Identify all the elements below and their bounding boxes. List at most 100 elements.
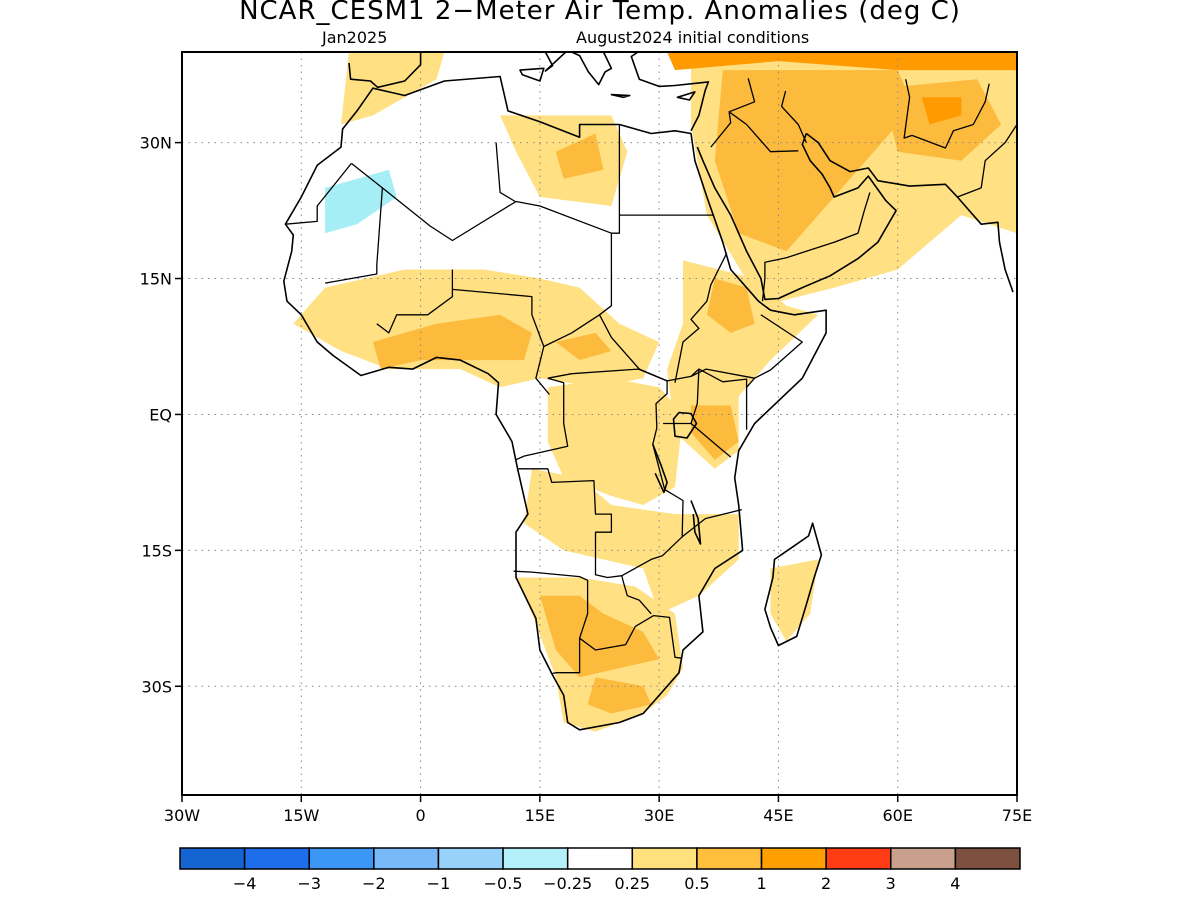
country-border	[674, 252, 728, 383]
country-border	[957, 124, 1017, 198]
country-border	[547, 368, 668, 382]
colorbar-swatch	[760, 847, 827, 870]
map-title: NCAR_CESM1 2−Meter Air Temp. Anomalies (…	[239, 0, 961, 26]
lon-tick-label: 0	[415, 806, 425, 825]
country-border	[324, 187, 384, 284]
anomaly-region	[770, 559, 819, 641]
anomaly-region	[539, 595, 660, 678]
colorbar-label: −0.25	[543, 874, 592, 893]
colorbar-label: −1	[427, 874, 451, 893]
iberia-coastline	[348, 52, 422, 89]
anomaly-region	[341, 52, 445, 125]
colorbar-swatch	[890, 847, 957, 870]
anomaly-shading	[293, 52, 1017, 732]
country-border	[833, 192, 871, 243]
colorbar-label: −2	[362, 874, 386, 893]
lat-tick-label: EQ	[149, 405, 172, 424]
arabia-coastline	[696, 133, 897, 301]
country-border	[903, 79, 990, 149]
colorbar-swatch	[179, 847, 246, 870]
init-conditions-label: August2024 initial conditions	[576, 28, 810, 47]
country-border	[728, 111, 799, 153]
lon-tick-label: 15E	[525, 806, 555, 825]
country-border	[611, 124, 621, 234]
country-border	[780, 90, 807, 143]
colorbar-swatch	[825, 847, 892, 870]
anomaly-region	[714, 70, 914, 252]
anomaly-region	[555, 332, 612, 361]
island-coastline	[1055, 327, 1071, 361]
iran-pakistan-coastline	[805, 132, 1014, 293]
colorbar-swatch	[954, 847, 1021, 870]
country-border	[690, 368, 700, 424]
island-coastline	[610, 93, 631, 99]
colorbar-label: 3	[886, 874, 896, 893]
greece-italy-coastline	[544, 52, 613, 86]
lon-tick-label: 30W	[164, 806, 200, 825]
coastlines	[282, 52, 1071, 731]
anomaly-region	[547, 378, 683, 505]
anomaly-region	[555, 133, 604, 179]
colorbar-swatch	[631, 847, 698, 870]
island-coastline	[519, 67, 545, 82]
anomaly-region	[667, 52, 1017, 71]
colorbar-label: −0.5	[484, 874, 523, 893]
country-border	[452, 288, 550, 395]
country-border	[515, 377, 569, 461]
anomaly-region	[706, 278, 755, 333]
lon-tick-label: 45E	[763, 806, 793, 825]
lon-tick-label: 75E	[1002, 806, 1032, 825]
colorbar-swatch	[243, 847, 310, 870]
map-axes: 30N 15N EQ 15S 30S 30W 15W 0 15E 30E 45E 60E 75E	[140, 134, 1033, 825]
country-border	[698, 368, 748, 430]
map-frame	[181, 51, 1018, 796]
colorbar-swatch	[566, 847, 634, 870]
country-border	[513, 570, 589, 675]
lon-tick-label: 30E	[644, 806, 674, 825]
anomaly-region	[524, 468, 739, 614]
anomaly-region	[325, 169, 397, 234]
colorbar-label: −4	[233, 874, 257, 893]
colorbar-swatch	[502, 847, 569, 870]
colorbar-label: 0.25	[614, 874, 650, 893]
country-border	[681, 508, 742, 538]
colorbar-swatch	[696, 847, 763, 870]
country-border	[285, 162, 352, 225]
lat-tick-label: 15S	[141, 541, 172, 560]
anomaly-region	[921, 97, 962, 125]
country-border	[621, 575, 652, 615]
lat-tick-label: 30N	[140, 134, 172, 153]
graticule	[182, 52, 1017, 795]
colorbar-label: 0.5	[684, 874, 709, 893]
country-border	[663, 422, 732, 458]
colorbar-swatch	[437, 847, 504, 870]
anomaly-region	[372, 314, 532, 370]
colorbar-label: 2	[821, 874, 831, 893]
lake-tanganyika	[652, 444, 668, 494]
africa-coastline	[282, 75, 827, 731]
country-border	[754, 314, 803, 379]
island-coastline	[676, 91, 696, 101]
levant-coastline	[630, 52, 710, 132]
lake-malawi	[690, 500, 702, 545]
country-border	[543, 314, 600, 348]
lon-tick-label: 15W	[283, 806, 319, 825]
color-bar: −4 −3 −2 −1 −0.5 −0.25 0.25 0.5 1 2 3 4	[179, 847, 1021, 893]
colorbar-label: −3	[297, 874, 321, 893]
lon-tick-label: 60E	[882, 806, 912, 825]
valid-month-label: Jan2025	[322, 28, 388, 47]
country-border	[376, 269, 454, 334]
madagascar-coastline	[764, 522, 823, 647]
anomaly-region	[691, 405, 739, 460]
colorbar-label: 4	[950, 874, 960, 893]
country-border	[579, 614, 683, 659]
colorbar-label: 1	[756, 874, 766, 893]
lat-tick-label: 15N	[140, 270, 172, 289]
colorbar-swatch	[373, 847, 440, 870]
country-border	[495, 142, 516, 203]
anomaly-region	[587, 677, 652, 714]
lake-victoria	[672, 411, 698, 439]
colorbar-swatch	[308, 847, 375, 870]
lat-tick-label: 30S	[141, 677, 172, 696]
